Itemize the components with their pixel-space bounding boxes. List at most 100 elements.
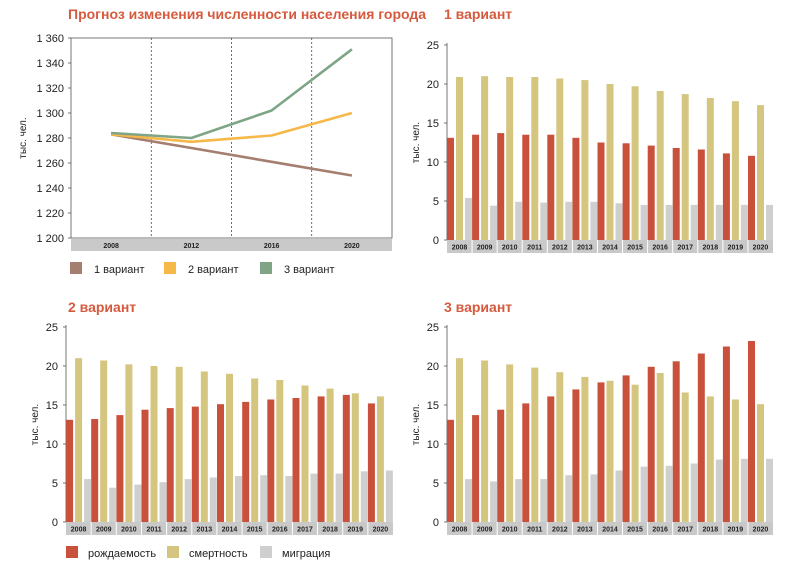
v2-bar-рождаемость	[317, 396, 325, 522]
v3-bar-рождаемость	[447, 419, 454, 522]
v3-bar-миграция	[590, 474, 598, 522]
v2-bar-рождаемость	[191, 406, 199, 522]
v3-bar-рождаемость	[722, 346, 730, 522]
v1-x-tick-label: 2008	[452, 245, 468, 252]
v3-bar-миграция	[565, 475, 573, 522]
v2-bar-смертность	[376, 396, 384, 522]
x-tick-label: 2020	[344, 243, 360, 250]
v2-x-axis-band	[66, 522, 393, 535]
v3-bar-миграция	[465, 479, 472, 522]
v1-bar-рождаемость	[622, 143, 630, 240]
legend-swatch-variant-3	[260, 262, 272, 274]
v1-bar-рождаемость	[572, 137, 580, 240]
v1-bar-миграция	[465, 197, 472, 240]
v3-bar-рождаемость	[697, 353, 705, 522]
v3-bar-рождаемость	[572, 389, 580, 522]
v2-bar-рождаемость	[166, 408, 174, 522]
v1-bar-смертность	[681, 94, 689, 240]
v1-y-tick-label: 25	[427, 40, 439, 52]
legend-swatch-variant-2	[164, 262, 176, 274]
v3-x-tick-label: 2013	[577, 527, 593, 534]
v3-bar-смертность	[706, 396, 714, 522]
x-tick-label: 2008	[103, 243, 119, 250]
v2-bar-миграция	[184, 479, 192, 522]
v1-bar-миграция	[740, 204, 748, 240]
v2-x-tick-label: 2013	[197, 527, 213, 534]
v2-x-tick-label: 2008	[71, 527, 87, 534]
series-line-variant-3	[111, 48, 353, 140]
v2-bar-миграция	[134, 484, 142, 522]
v3-bar-смертность	[556, 372, 564, 522]
v3-bar-смертность	[606, 380, 614, 522]
v3-x-tick-label: 2012	[552, 527, 568, 534]
v1-bar-смертность	[481, 76, 489, 240]
v3-bar-рождаемость	[748, 341, 755, 522]
v3-x-tick-label: 2020	[753, 527, 769, 534]
v3-y-tick-label: 25	[427, 322, 439, 334]
series-line-variant-2	[110, 111, 353, 144]
legend-label-рождаемость: рождаемость	[88, 548, 156, 560]
v2-x-tick-label: 2009	[96, 527, 112, 534]
title-variant-3: 3 вариант	[444, 299, 513, 315]
v2-bar-миграция	[260, 475, 268, 522]
v1-x-axis-band	[447, 240, 773, 253]
v3-x-tick-label: 2018	[703, 527, 719, 534]
v2-bar-смертность	[301, 385, 309, 522]
v1-bar-миграция	[590, 201, 598, 240]
v3-bar-рождаемость	[472, 415, 480, 522]
v2-bar-рождаемость	[91, 419, 99, 522]
v1-x-tick-label: 2020	[753, 245, 769, 252]
v1-bar-миграция	[615, 203, 623, 240]
v2-bar-смертность	[75, 358, 83, 522]
v2-y-axis-label: тыс. чел.	[30, 404, 41, 445]
v1-bar-смертность	[656, 91, 664, 240]
v1-y-axis-label: тыс. чел.	[411, 122, 422, 163]
v1-bar-миграция	[715, 204, 723, 240]
v3-y-axis-label: тыс. чел.	[411, 404, 422, 445]
v1-bar-смертность	[706, 98, 714, 240]
v3-bar-рождаемость	[647, 366, 655, 522]
legend-label-variant-3: 3 вариант	[284, 264, 335, 276]
v3-x-axis-band	[447, 522, 773, 535]
v1-bar-миграция	[540, 202, 548, 240]
v2-y-tick-label: 10	[46, 439, 58, 451]
v1-x-tick-label: 2015	[627, 245, 643, 252]
v3-x-tick-label: 2008	[452, 527, 468, 534]
v2-bar-смертность	[100, 360, 108, 522]
v3-bar-миграция	[515, 479, 523, 522]
v2-bar-смертность	[150, 366, 158, 522]
v3-bar-миграция	[665, 465, 673, 522]
v1-y-tick-label: 15	[427, 118, 439, 130]
v1-x-tick-label: 2018	[703, 245, 719, 252]
v3-x-tick-label: 2015	[627, 527, 643, 534]
v1-x-tick-label: 2010	[502, 245, 518, 252]
x-tick-label: 2016	[264, 243, 280, 250]
v2-bar-рождаемость	[217, 404, 224, 522]
v3-bar-смертность	[531, 367, 539, 522]
v3-y-tick-label: 0	[433, 517, 439, 529]
x-axis-band	[71, 239, 392, 251]
v2-bar-миграция	[285, 476, 293, 522]
y-tick-label: 1 320	[36, 83, 64, 95]
v3-x-tick-label: 2014	[602, 527, 618, 534]
v2-bar-смертность	[125, 364, 133, 522]
v2-bar-рождаемость	[292, 398, 300, 522]
v3-bar-миграция	[740, 458, 748, 522]
v3-bar-миграция	[540, 479, 548, 522]
v3-bar-миграция	[490, 481, 498, 522]
v1-bar-рождаемость	[697, 149, 705, 240]
v3-bar-смертность	[757, 404, 764, 522]
v1-x-tick-label: 2009	[477, 245, 493, 252]
v1-bar-миграция	[665, 204, 673, 240]
y-axis-label: тыс. чел.	[18, 117, 29, 158]
v2-bar-смертность	[276, 380, 284, 522]
v2-x-tick-label: 2019	[347, 527, 363, 534]
v2-bar-миграция	[209, 477, 217, 522]
v2-bar-миграция	[159, 482, 167, 522]
v1-x-tick-label: 2016	[652, 245, 668, 252]
v3-bar-миграция	[615, 470, 623, 522]
v1-bar-смертность	[581, 80, 589, 240]
v3-bar-рождаемость	[672, 361, 680, 522]
v2-x-tick-label: 2012	[171, 527, 187, 534]
v3-bar-рождаемость	[547, 396, 555, 522]
